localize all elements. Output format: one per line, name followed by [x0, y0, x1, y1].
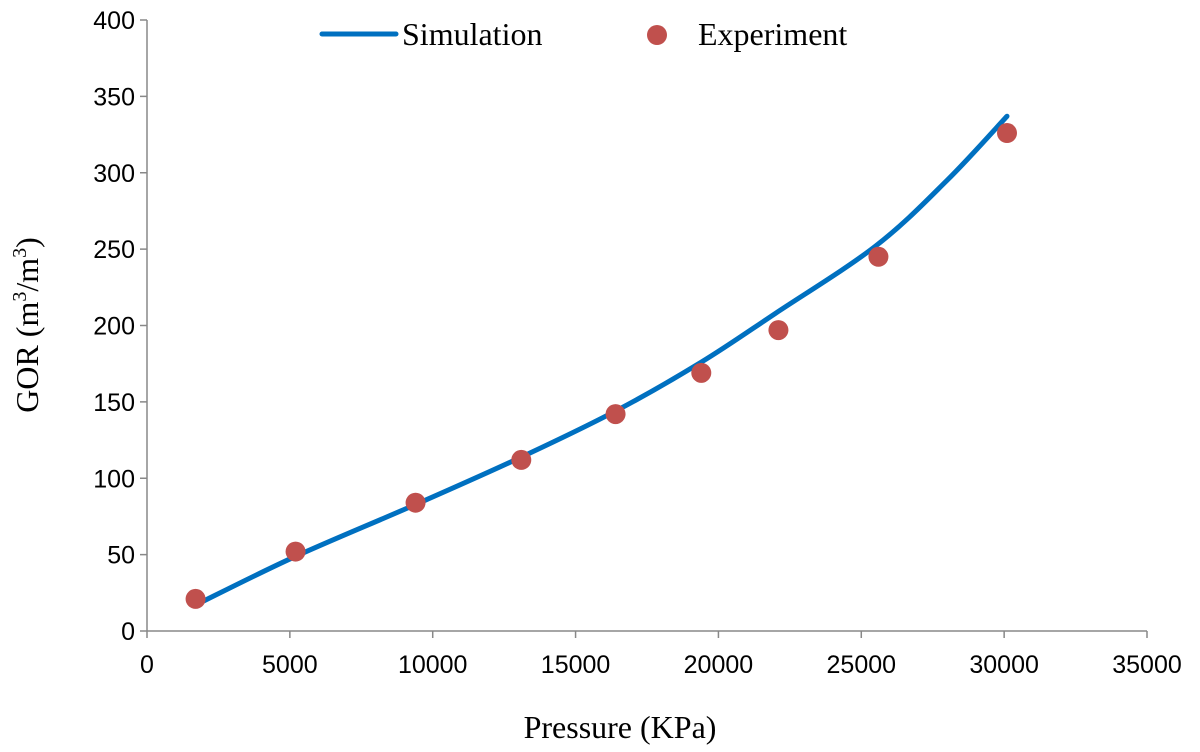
x-tick-label: 30000 — [969, 651, 1039, 679]
y-tick-label: 300 — [93, 160, 135, 188]
y-axis-title-base: GOR (m — [9, 302, 45, 413]
y-axis-title: GOR (m3/m3) — [9, 237, 45, 413]
experiment-point — [285, 541, 306, 562]
y-axis-title-sup2: 3 — [9, 248, 31, 258]
simulation-line — [193, 113, 1010, 608]
legend-experiment-marker — [647, 25, 667, 45]
y-axis-title-end: ) — [9, 237, 45, 248]
y-tick-label: 150 — [93, 389, 135, 417]
y-tick-label: 0 — [121, 618, 135, 646]
x-tick-label: 5000 — [262, 651, 318, 679]
x-axis-title: Pressure (KPa) — [524, 709, 717, 745]
experiment-point — [997, 123, 1017, 144]
plot-area: 0 50 100 150 200 250 300 350 400 0 5000 10000 15000… — [93, 7, 1181, 679]
x-ticks: 0 5000 10000 15000 20000 25000 30000 35000 — [140, 631, 1182, 679]
x-tick-label: 35000 — [1112, 651, 1182, 679]
y-axis-title-sup1: 3 — [9, 292, 31, 302]
experiment-point — [768, 320, 789, 341]
x-tick-label: 25000 — [827, 651, 897, 679]
experiment-point — [868, 246, 889, 267]
x-tick-label: 10000 — [398, 651, 468, 679]
legend: Simulation Experiment — [319, 16, 847, 52]
legend-simulation-label: Simulation — [402, 16, 542, 52]
x-tick-label: 0 — [140, 651, 154, 679]
y-tick-label: 250 — [93, 236, 135, 264]
y-tick-label: 50 — [107, 542, 135, 570]
y-tick-label: 350 — [93, 83, 135, 111]
legend-experiment-label: Experiment — [698, 16, 847, 52]
y-tick-label: 400 — [93, 7, 135, 35]
y-ticks: 0 50 100 150 200 250 300 350 400 — [93, 7, 147, 646]
experiment-point — [605, 404, 626, 425]
x-tick-label: 20000 — [684, 651, 754, 679]
experiment-point — [691, 362, 712, 383]
experiment-point — [511, 449, 532, 470]
experiment-point — [185, 588, 206, 609]
experiment-point — [405, 492, 426, 513]
y-tick-label: 200 — [93, 313, 135, 341]
series-layer — [185, 113, 1017, 609]
x-tick-label: 15000 — [541, 651, 611, 679]
y-tick-label: 100 — [93, 465, 135, 493]
y-axis-title-mid: /m — [9, 258, 45, 292]
